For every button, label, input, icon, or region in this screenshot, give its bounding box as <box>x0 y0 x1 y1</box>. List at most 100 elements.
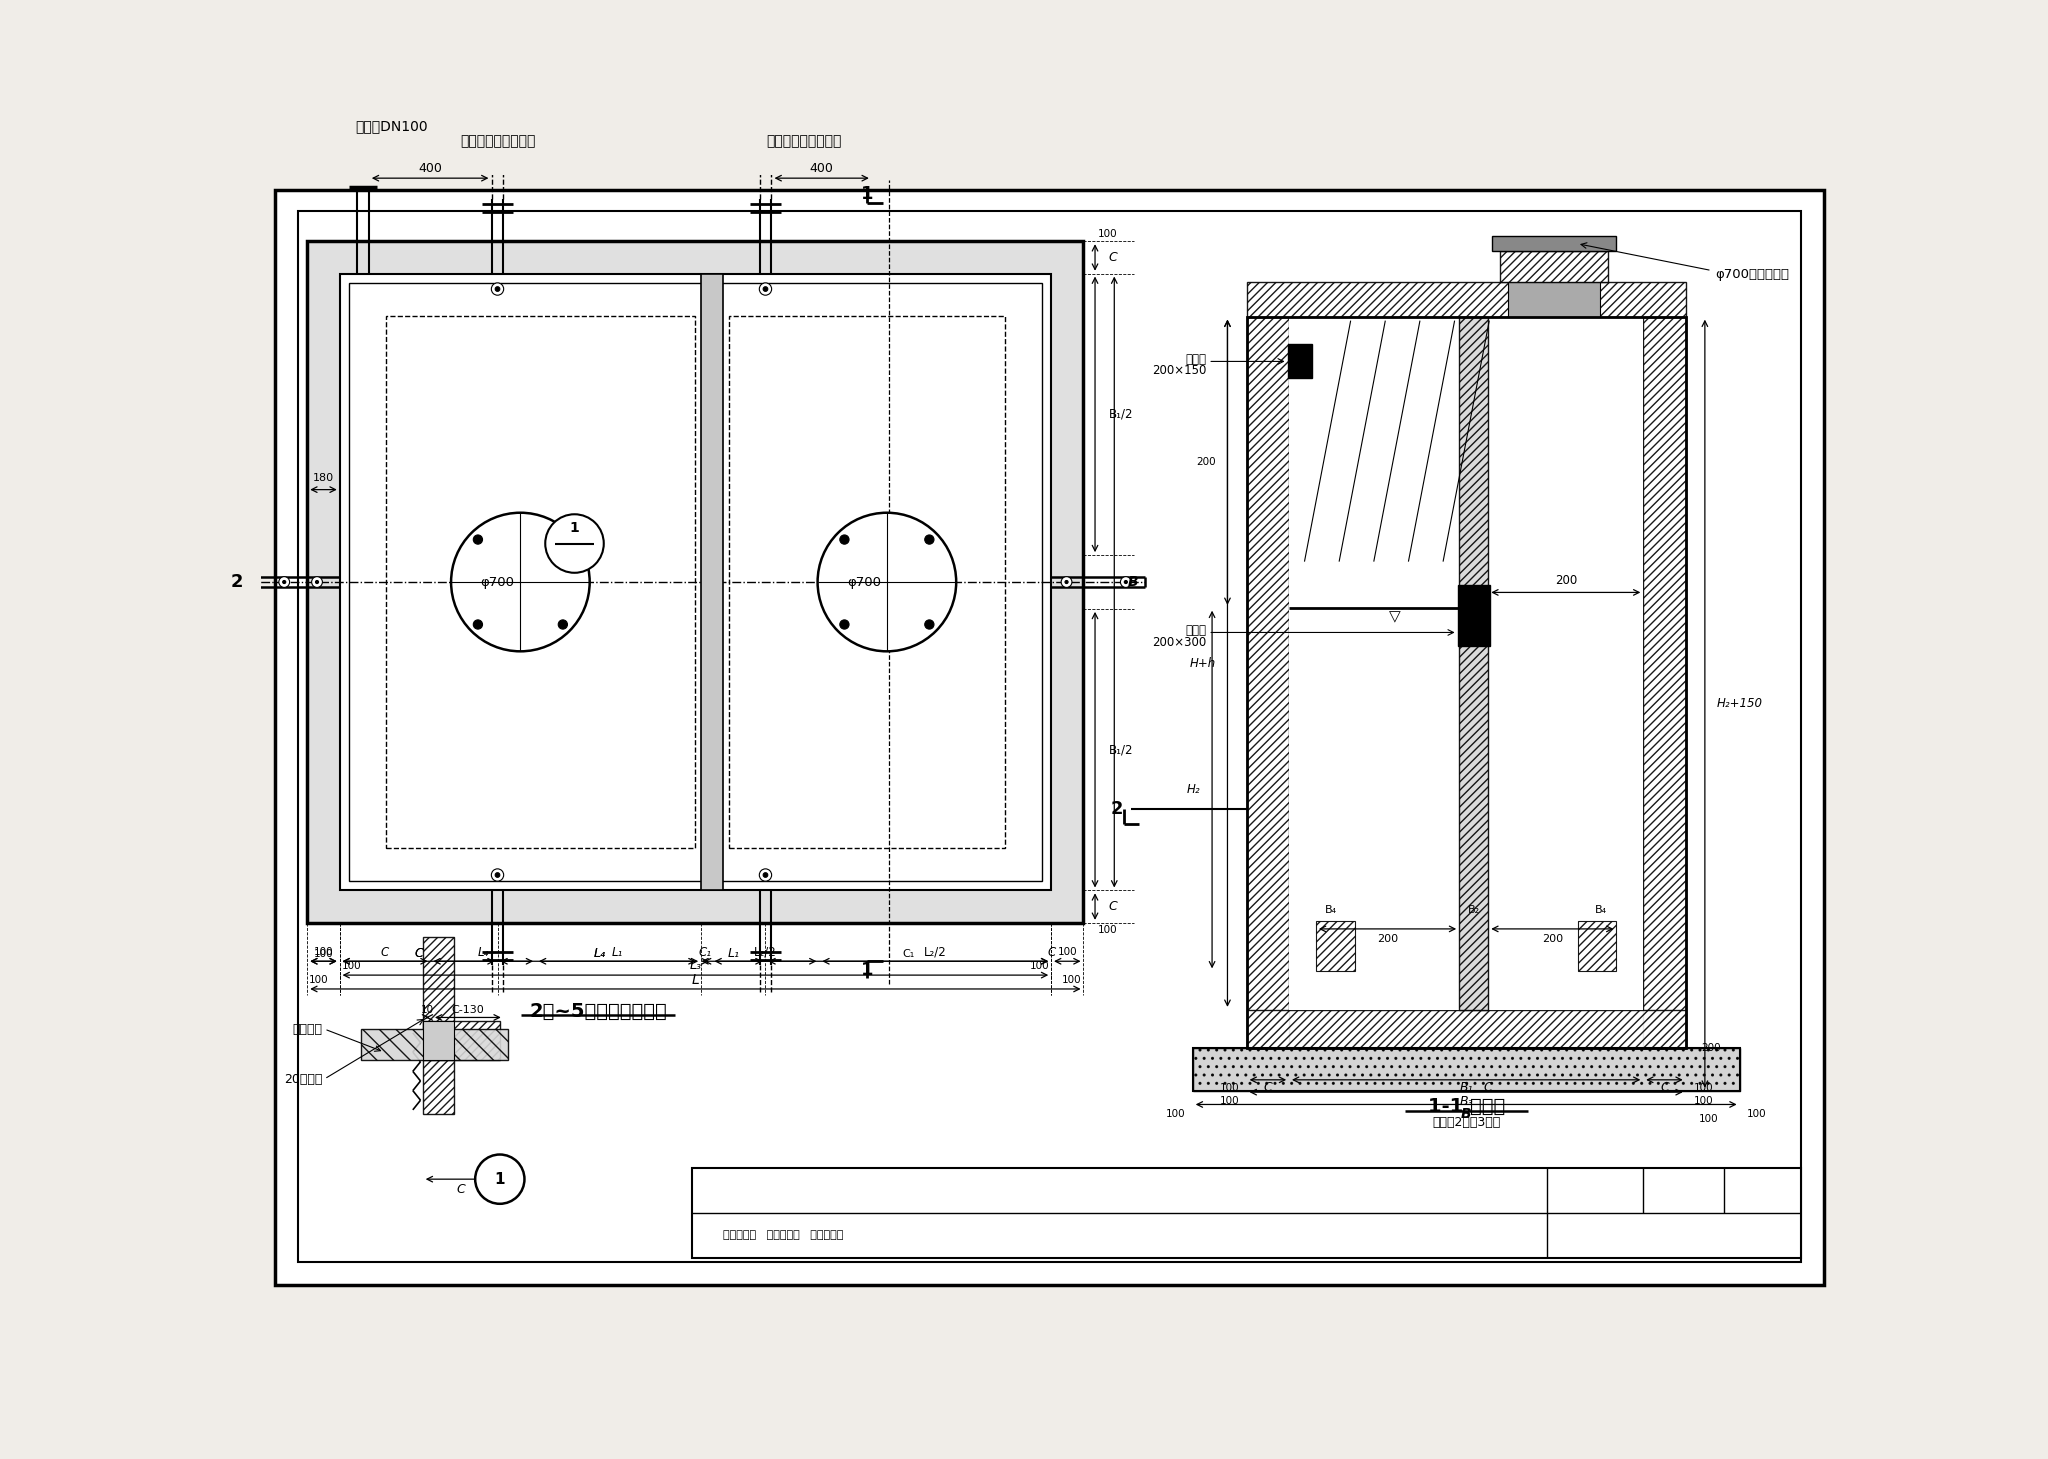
Text: L₃: L₃ <box>690 960 700 972</box>
Text: 200×150: 200×150 <box>1153 365 1206 378</box>
Circle shape <box>451 512 590 651</box>
Text: 100: 100 <box>1694 1096 1712 1106</box>
Text: 2号~5号化粪池平面图: 2号~5号化粪池平面图 <box>528 1002 668 1021</box>
Circle shape <box>492 870 504 881</box>
Text: C: C <box>1108 900 1118 913</box>
Text: C: C <box>457 1183 465 1196</box>
Bar <box>1247 1010 1686 1048</box>
Text: C-130: C-130 <box>451 1005 483 1015</box>
Text: 通气孔: 通气孔 <box>1186 353 1206 366</box>
Text: L₄: L₄ <box>594 947 606 960</box>
Text: 100: 100 <box>313 948 334 959</box>
Bar <box>1493 236 1616 251</box>
Circle shape <box>926 535 934 544</box>
Circle shape <box>492 283 504 295</box>
Text: ▽: ▽ <box>1389 610 1401 624</box>
Text: C: C <box>1047 945 1055 959</box>
Text: 1: 1 <box>494 1172 506 1186</box>
Bar <box>729 317 1006 848</box>
Text: 22S701: 22S701 <box>1733 1183 1792 1198</box>
Text: L: L <box>692 973 698 986</box>
Text: 页: 页 <box>1591 1228 1599 1242</box>
Text: （用于2号、3号）: （用于2号、3号） <box>1432 1116 1501 1129</box>
Circle shape <box>764 287 768 292</box>
Text: 100: 100 <box>1219 1083 1239 1093</box>
Text: φ700: φ700 <box>846 575 881 588</box>
Text: 过水孔: 过水孔 <box>1186 624 1206 638</box>
Text: 200: 200 <box>1554 575 1577 588</box>
Text: 100: 100 <box>309 975 328 985</box>
Text: 100: 100 <box>1063 975 1081 985</box>
Circle shape <box>496 287 500 292</box>
Circle shape <box>1065 581 1069 584</box>
Text: B₁: B₁ <box>1460 1081 1473 1094</box>
Text: 100: 100 <box>1165 1109 1186 1119</box>
Text: L₄: L₄ <box>594 947 606 960</box>
Text: 100: 100 <box>1698 1115 1718 1125</box>
Bar <box>1192 1048 1739 1091</box>
Circle shape <box>279 576 289 588</box>
Circle shape <box>473 535 483 544</box>
Text: C: C <box>414 947 424 960</box>
Text: 1: 1 <box>860 961 872 979</box>
Text: 100: 100 <box>313 947 334 957</box>
Bar <box>1192 1048 1739 1091</box>
Bar <box>700 274 723 890</box>
Text: B₃: B₃ <box>1460 1094 1473 1107</box>
Bar <box>1458 585 1489 646</box>
Bar <box>422 1021 453 1059</box>
Circle shape <box>926 620 934 629</box>
Text: B₁/2: B₁/2 <box>1108 409 1133 420</box>
Text: 通气管DN100: 通气管DN100 <box>356 118 428 133</box>
Bar <box>1317 921 1354 972</box>
Text: B₄: B₄ <box>1595 905 1608 915</box>
Text: C: C <box>1661 1081 1669 1094</box>
Text: 图集号: 图集号 <box>1583 1183 1606 1196</box>
Bar <box>1577 921 1616 972</box>
Text: B: B <box>1128 575 1139 589</box>
Text: C₁: C₁ <box>698 945 711 959</box>
Bar <box>1288 344 1313 378</box>
Text: L₄: L₄ <box>477 945 489 959</box>
Text: H₂: H₂ <box>1188 783 1200 797</box>
Text: B: B <box>1460 1107 1470 1121</box>
Text: H₂+150: H₂+150 <box>1716 697 1763 711</box>
Text: 22S701: 22S701 <box>1655 1183 1712 1198</box>
Bar <box>340 274 1051 890</box>
Text: 出水管三个方向任选: 出水管三个方向任选 <box>766 134 842 149</box>
Bar <box>1288 317 1642 1010</box>
Text: 2: 2 <box>1110 800 1124 818</box>
Text: 100: 100 <box>1057 947 1077 957</box>
Circle shape <box>1120 576 1130 588</box>
Text: L₂/2: L₂/2 <box>924 945 946 959</box>
Circle shape <box>473 620 483 629</box>
Bar <box>1499 251 1608 282</box>
Text: 180: 180 <box>313 473 334 483</box>
Text: 200: 200 <box>1542 934 1563 944</box>
Bar <box>348 283 1042 881</box>
Text: L₁: L₁ <box>727 947 739 960</box>
Text: 进水管三个方向任选: 进水管三个方向任选 <box>461 134 535 149</box>
Text: 100: 100 <box>342 961 360 970</box>
Text: 2: 2 <box>229 573 244 591</box>
Text: φ700: φ700 <box>481 575 514 588</box>
Circle shape <box>840 535 850 544</box>
Text: 200: 200 <box>1196 457 1217 467</box>
Text: C₁: C₁ <box>903 948 913 959</box>
Bar <box>1247 317 1686 1048</box>
Circle shape <box>315 581 319 584</box>
Bar <box>422 937 453 1113</box>
Circle shape <box>1124 581 1126 584</box>
Text: 200: 200 <box>1702 1043 1720 1053</box>
Text: 10: 10 <box>422 1005 434 1015</box>
Circle shape <box>817 512 956 651</box>
Text: 1: 1 <box>569 521 580 535</box>
Circle shape <box>311 576 322 588</box>
Text: 20厚座浆: 20厚座浆 <box>285 1072 324 1085</box>
Bar <box>1642 317 1686 1048</box>
Text: H+h: H+h <box>1190 657 1217 670</box>
Circle shape <box>475 1154 524 1204</box>
Circle shape <box>559 620 567 629</box>
Text: C: C <box>1264 1081 1272 1094</box>
Text: 100: 100 <box>1747 1109 1767 1119</box>
